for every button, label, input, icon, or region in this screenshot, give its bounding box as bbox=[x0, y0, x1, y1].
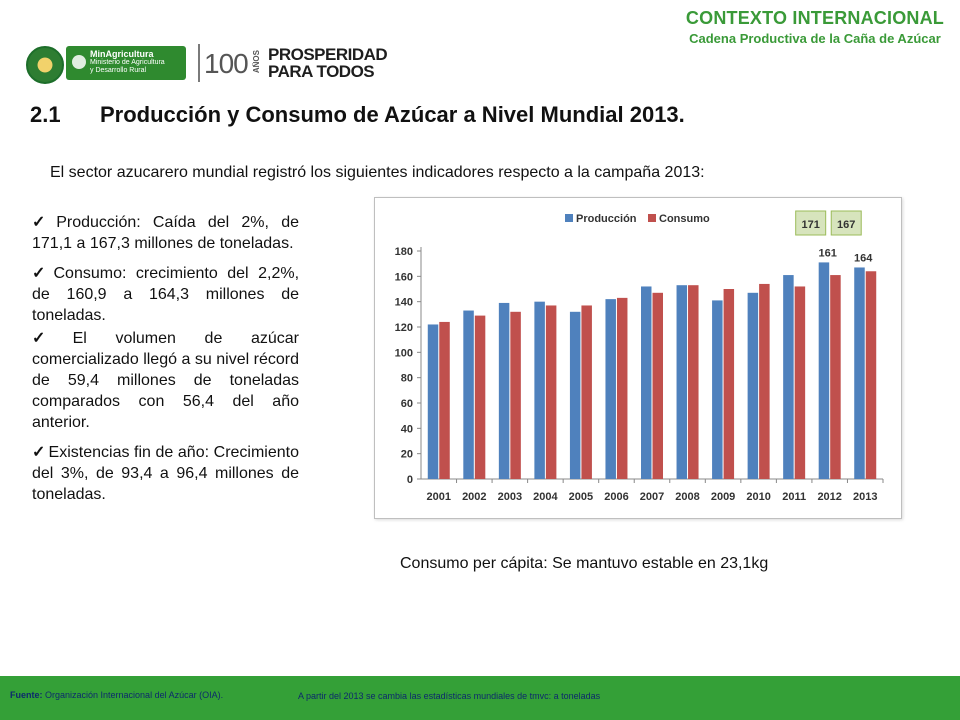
section-number: 2.1 bbox=[30, 102, 61, 127]
bar-produccion bbox=[712, 300, 723, 479]
bar-produccion bbox=[818, 262, 830, 479]
minagricultura-logo: MinAgricultura Ministerio de Agricultura… bbox=[66, 46, 186, 80]
x-tick-label: 2012 bbox=[817, 491, 841, 503]
x-tick-label: 2002 bbox=[462, 491, 486, 503]
y-tick-label: 20 bbox=[401, 449, 413, 461]
header-title-block: CONTEXTO INTERNACIONAL Cadena Productiva… bbox=[686, 8, 944, 46]
bar-produccion bbox=[605, 299, 616, 479]
source-note: Fuente: Organización Internacional del A… bbox=[10, 690, 224, 700]
anos-label: AÑOS bbox=[252, 50, 261, 74]
callout-box bbox=[795, 210, 827, 236]
x-tick-label: 2004 bbox=[533, 491, 558, 503]
chart-svg: 0 20 40 60 80 100 120 140 160 180 2001 2002 2003 2004… bbox=[395, 210, 884, 503]
bar-consumo bbox=[545, 305, 557, 479]
bar-consumo bbox=[759, 283, 770, 479]
footer-bar: Fuente: Organización Internacional del A… bbox=[0, 676, 960, 720]
data-label: 161 bbox=[819, 247, 837, 259]
y-tick-label: 0 bbox=[407, 474, 413, 486]
data-label: 164 bbox=[854, 252, 873, 264]
check-icon: ✓ bbox=[32, 330, 70, 347]
bar-produccion bbox=[854, 267, 865, 479]
section-title: 2.1 Producción y Consumo de Azúcar a Nive… bbox=[30, 102, 685, 128]
logo-divider bbox=[198, 44, 200, 82]
y-tick-label: 40 bbox=[401, 423, 413, 435]
y-tick-label: 140 bbox=[395, 297, 413, 309]
header-title: CONTEXTO INTERNACIONAL bbox=[685, 8, 944, 28]
callout-label: 167 bbox=[837, 219, 855, 231]
bar-consumo bbox=[581, 305, 592, 479]
bar-produccion bbox=[427, 324, 439, 479]
indicator-list: ✓ Producción: Caída del 2%, de 171,1 a 16… bbox=[32, 212, 299, 514]
x-tick-label: 2013 bbox=[853, 491, 877, 503]
x-tick-label: 2011 bbox=[782, 491, 806, 503]
bar-consumo bbox=[652, 292, 663, 479]
x-tick-label: 2007 bbox=[640, 491, 664, 503]
per-capita-text: Consumo per cápita: Se mantuvo estable e… bbox=[400, 555, 769, 572]
legend-label: Consumo bbox=[659, 213, 710, 225]
callout-box bbox=[830, 210, 862, 236]
list-item: ✓ El volumen de azúcar comercializado lle… bbox=[32, 330, 300, 431]
y-tick-label: 80 bbox=[401, 373, 413, 385]
list-item: ✓ Consumo: crecimiento del 2,2%, de 160,9… bbox=[32, 265, 300, 324]
bar-consumo bbox=[439, 321, 450, 479]
legend-swatch-consumo bbox=[648, 214, 656, 222]
hundred-years-logo: 100 bbox=[204, 48, 249, 79]
prosperidad-logo: PROSPERIDAD PARA TODOS bbox=[268, 45, 388, 81]
legend-swatch-produccion bbox=[565, 214, 573, 222]
bar-produccion bbox=[641, 286, 652, 479]
check-icon: ✓ bbox=[32, 444, 46, 461]
x-tick-label: 2005 bbox=[569, 491, 593, 503]
check-icon: ✓ bbox=[32, 265, 51, 282]
list-item: ✓ Producción: Caída del 2%, de 171,1 a 16… bbox=[32, 214, 299, 252]
y-tick-label: 100 bbox=[395, 347, 413, 359]
section-title-text: Producción y Consumo de Azúcar a Nivel M… bbox=[100, 102, 685, 127]
list-item: ✓ Existencias fin de año: Crecimiento del… bbox=[32, 444, 299, 503]
x-tick-label: 2006 bbox=[604, 491, 628, 503]
bar-consumo bbox=[616, 297, 628, 479]
x-tick-label: 2003 bbox=[498, 491, 522, 503]
x-tick-label: 2010 bbox=[746, 491, 770, 503]
check-icon: ✓ bbox=[32, 214, 54, 231]
bar-consumo bbox=[723, 289, 735, 479]
y-tick-label: 180 bbox=[395, 246, 413, 258]
bar-produccion bbox=[747, 292, 759, 479]
x-tick-label: 2008 bbox=[675, 491, 699, 503]
methodology-note: A partir del 2013 se cambia las estadíst… bbox=[298, 691, 601, 701]
bar-consumo bbox=[510, 311, 521, 479]
ministry-emblem-icon bbox=[72, 55, 86, 69]
sugar-bar-chart: 0 20 40 60 80 100 120 140 160 180 2001 2002 2003 2004… bbox=[374, 197, 902, 519]
bar-consumo bbox=[794, 286, 806, 479]
bar-consumo bbox=[474, 315, 486, 479]
bar-produccion bbox=[498, 302, 510, 479]
y-tick-label: 60 bbox=[401, 398, 413, 410]
x-tick-label: 2001 bbox=[427, 491, 451, 503]
bar-produccion bbox=[783, 275, 794, 479]
legend-label: Producción bbox=[576, 213, 637, 225]
y-tick-label: 160 bbox=[395, 271, 413, 283]
logo-bar: MinAgricultura Ministerio de Agricultura… bbox=[22, 40, 392, 84]
header-subtitle: Cadena Productiva de la Caña de Azúcar bbox=[689, 31, 941, 46]
bar-consumo bbox=[688, 285, 699, 479]
callout-label: 171 bbox=[802, 219, 820, 231]
bar-produccion bbox=[569, 311, 581, 479]
bar-consumo bbox=[865, 271, 877, 479]
bar-produccion bbox=[463, 310, 474, 479]
bar-consumo bbox=[830, 275, 841, 479]
bar-produccion bbox=[676, 285, 688, 479]
intro-text: El sector azucarero mundial registró los… bbox=[50, 164, 705, 181]
x-tick-label: 2009 bbox=[711, 491, 735, 503]
bar-produccion bbox=[534, 301, 545, 479]
y-tick-label: 120 bbox=[395, 322, 413, 334]
colombia-seal-icon bbox=[26, 46, 64, 84]
